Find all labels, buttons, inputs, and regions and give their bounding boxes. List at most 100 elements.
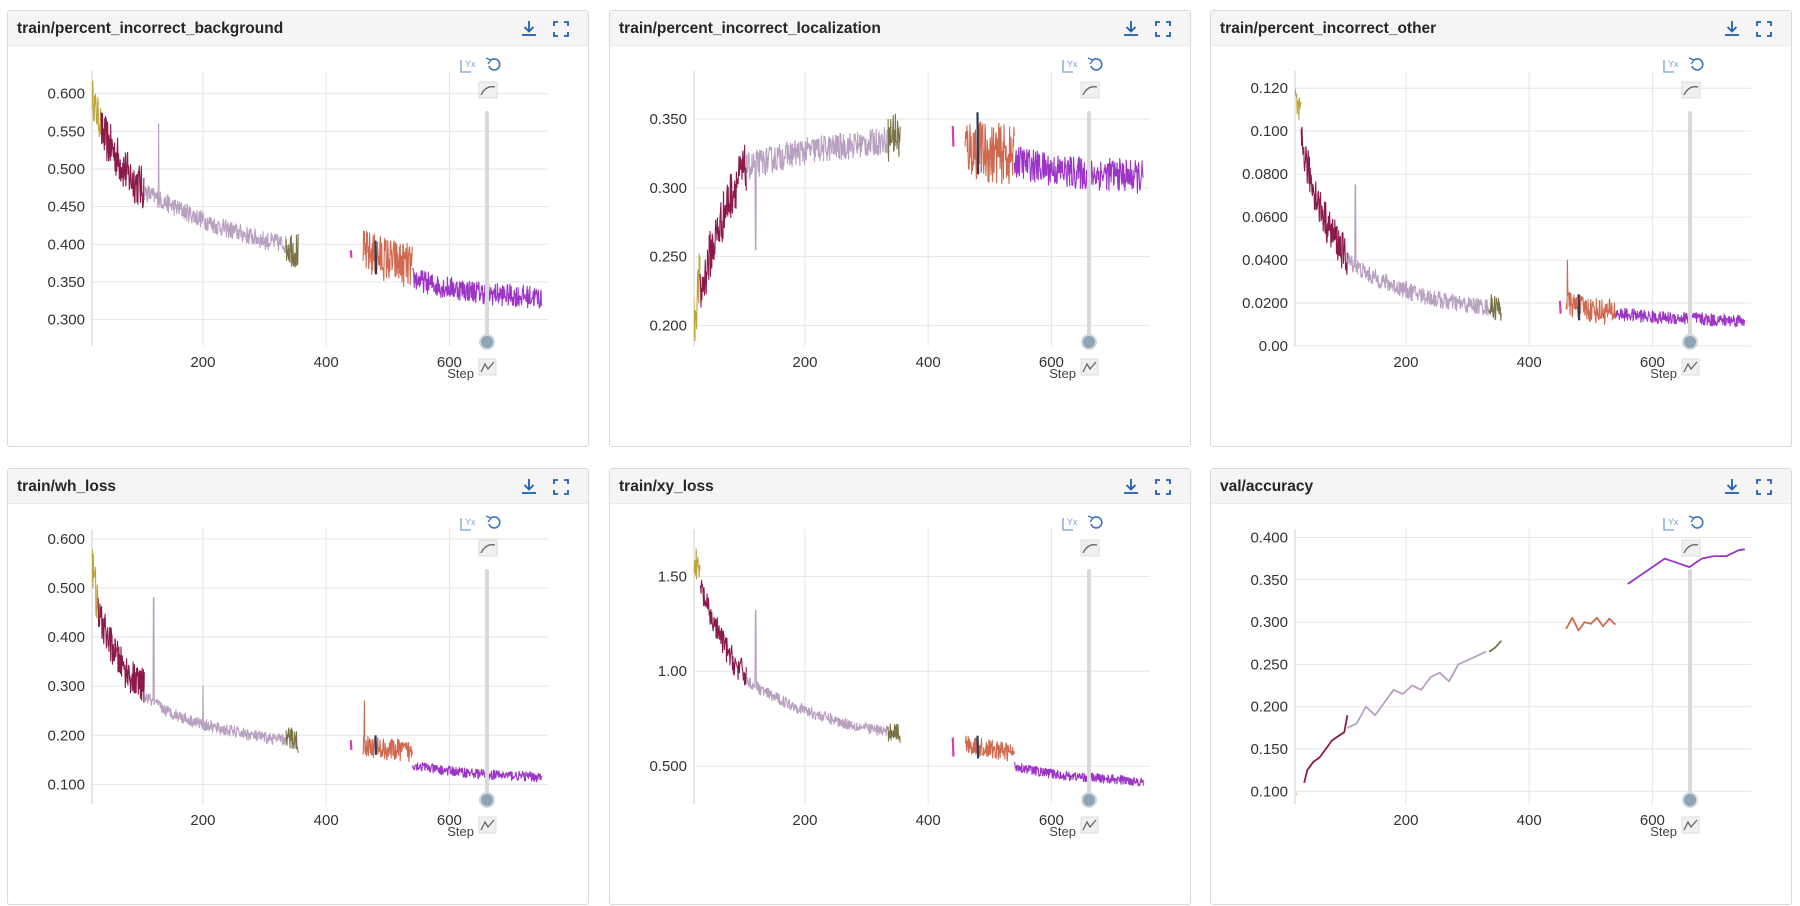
series-line	[1488, 640, 1503, 653]
x-axis-type-icon[interactable]	[478, 816, 497, 834]
y-tick-label: 0.300	[1250, 614, 1288, 631]
y-axis-scale-icon[interactable]: Yx	[1062, 517, 1078, 531]
y-axis-scale-icon[interactable]: Yx	[460, 517, 476, 531]
smoothing-slider-track[interactable]	[1087, 111, 1091, 341]
x-tick-label: 400	[314, 354, 339, 371]
series-line	[100, 112, 145, 209]
series-line	[745, 127, 889, 251]
download-icon[interactable]	[1120, 18, 1142, 40]
smoothing-slider-handle[interactable]	[1081, 792, 1097, 808]
x-axis-type-icon[interactable]	[1681, 358, 1700, 376]
y-tick-label: 0.300	[47, 312, 85, 329]
fullscreen-icon[interactable]	[550, 18, 572, 40]
fullscreen-icon[interactable]	[1753, 18, 1775, 40]
smoothing-icon[interactable]	[1080, 81, 1100, 99]
smoothing-slider-handle[interactable]	[1682, 334, 1698, 350]
smoothing-icon[interactable]	[478, 81, 498, 99]
reset-zoom-icon[interactable]	[1688, 57, 1704, 71]
series-line	[745, 610, 889, 737]
x-axis-label: Step	[1650, 824, 1677, 839]
series-line	[1488, 294, 1502, 321]
x-tick-label: 600	[437, 354, 462, 371]
chart-card: val/accuracy 200 400 600 0.100 0.150 0.200 0.25…	[1210, 468, 1792, 905]
fullscreen-icon[interactable]	[1152, 18, 1174, 40]
series-line	[97, 598, 145, 704]
line-chart: 200 400 600 0.100 0.200 0.300 0.400 0.500 0.600 Y…	[8, 503, 590, 905]
smoothing-slider-handle[interactable]	[1682, 792, 1698, 808]
x-tick-label: 600	[1640, 354, 1665, 371]
y-axis-scale-icon[interactable]: Yx	[1062, 59, 1078, 73]
smoothing-slider-track[interactable]	[485, 111, 489, 341]
series-line	[694, 548, 701, 580]
y-tick-label: 0.550	[47, 123, 85, 140]
smoothing-slider-track[interactable]	[1087, 569, 1091, 799]
download-icon[interactable]	[1120, 476, 1142, 498]
series-line	[1013, 761, 1144, 787]
series-line	[1347, 650, 1487, 729]
smoothing-icon[interactable]	[1080, 539, 1100, 557]
smoothing-icon[interactable]	[1681, 539, 1701, 557]
chart-card: train/xy_loss 200 400 600 0.500 1.00 1.50 Yx Ste…	[609, 468, 1191, 905]
series-line	[374, 735, 378, 755]
series-line	[976, 735, 980, 759]
y-axis-scale-icon[interactable]: Yx	[1663, 517, 1679, 531]
smoothing-slider-track[interactable]	[1688, 569, 1692, 799]
download-icon[interactable]	[1721, 18, 1743, 40]
y-tick-label: 0.200	[649, 317, 687, 334]
series-line	[411, 762, 542, 783]
reset-zoom-icon[interactable]	[485, 57, 501, 71]
x-tick-label: 400	[1517, 812, 1542, 829]
svg-text:Yx: Yx	[1668, 59, 1679, 69]
fullscreen-icon[interactable]	[550, 476, 572, 498]
x-tick-label: 200	[1393, 354, 1418, 371]
x-axis-type-icon[interactable]	[478, 358, 497, 376]
smoothing-slider-handle[interactable]	[1081, 334, 1097, 350]
chart-card-header: train/percent_incorrect_localization	[610, 11, 1190, 46]
smoothing-slider-handle[interactable]	[479, 334, 495, 350]
reset-zoom-icon[interactable]	[1087, 57, 1103, 71]
chart-card: train/percent_incorrect_background 200 400…	[7, 10, 589, 447]
download-icon[interactable]	[1721, 476, 1743, 498]
y-axis-scale-icon[interactable]: Yx	[460, 59, 476, 73]
y-tick-label: 1.50	[658, 568, 687, 585]
x-axis-label: Step	[447, 366, 474, 381]
x-tick-label: 200	[190, 812, 215, 829]
y-axis-scale-icon[interactable]: Yx	[1663, 59, 1679, 73]
fullscreen-icon[interactable]	[1152, 476, 1174, 498]
download-icon[interactable]	[518, 18, 540, 40]
series-line	[1565, 259, 1616, 325]
y-tick-label: 0.200	[1250, 699, 1288, 716]
chart-title: train/xy_loss	[619, 478, 714, 495]
chart-title: train/percent_incorrect_localization	[619, 20, 881, 37]
smoothing-slider-track[interactable]	[1688, 111, 1692, 341]
fullscreen-icon[interactable]	[1753, 476, 1775, 498]
chart-card-header: train/percent_incorrect_background	[8, 11, 588, 46]
x-tick-label: 200	[792, 354, 817, 371]
line-chart: 200 400 600 0.300 0.350 0.400 0.450 0.500 0.550 0…	[8, 45, 590, 447]
y-tick-label: 0.400	[47, 629, 85, 646]
y-tick-label: 1.00	[658, 663, 687, 680]
reset-zoom-icon[interactable]	[485, 515, 501, 529]
chart-card-header: train/xy_loss	[610, 469, 1190, 504]
smoothing-icon[interactable]	[1681, 81, 1701, 99]
series-line	[374, 240, 378, 275]
reset-zoom-icon[interactable]	[1087, 515, 1103, 529]
y-tick-label: 0.200	[47, 727, 85, 744]
x-axis-type-icon[interactable]	[1080, 358, 1099, 376]
series-line	[143, 123, 287, 254]
y-tick-label: 0.500	[47, 161, 85, 178]
series-line	[1303, 715, 1349, 784]
series-line	[92, 549, 99, 619]
smoothing-slider-handle[interactable]	[479, 792, 495, 808]
smoothing-slider-track[interactable]	[485, 569, 489, 799]
reset-zoom-icon[interactable]	[1688, 515, 1704, 529]
series-line	[1300, 126, 1348, 276]
download-icon[interactable]	[518, 476, 540, 498]
series-line	[92, 80, 102, 138]
x-axis-type-icon[interactable]	[1080, 816, 1099, 834]
svg-text:Yx: Yx	[465, 59, 476, 69]
series-line	[1346, 184, 1490, 316]
line-chart: 200 400 600 0.100 0.150 0.200 0.250 0.300 0.350 0…	[1211, 503, 1793, 905]
x-axis-type-icon[interactable]	[1681, 816, 1700, 834]
smoothing-icon[interactable]	[478, 539, 498, 557]
